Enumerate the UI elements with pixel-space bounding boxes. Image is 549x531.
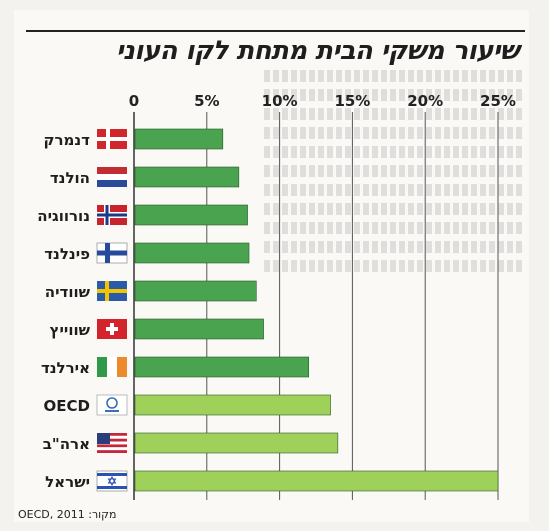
- bar: [134, 242, 250, 264]
- bar: [134, 204, 248, 226]
- category-label: OECD: [44, 397, 90, 415]
- category-label: שוודיה: [45, 283, 91, 301]
- category-label: ארה"ב: [43, 435, 90, 453]
- bar: [134, 166, 240, 188]
- x-tick-label: 15%: [334, 92, 370, 110]
- chart-title: שיעור משקי הבית מתחת לקו העוני: [115, 36, 520, 66]
- category-label: פינלנד: [44, 245, 90, 263]
- x-tick-label: 20%: [407, 92, 443, 110]
- title-rule: [26, 30, 525, 32]
- category-label: נורווגיה: [37, 207, 90, 225]
- bar: [134, 280, 257, 302]
- denmark-flag-icon: [97, 129, 127, 149]
- bar: [134, 356, 310, 378]
- finland-flag-icon: [96, 242, 128, 264]
- x-tick-label: 25%: [480, 92, 516, 110]
- category-label: שווייץ: [50, 321, 91, 339]
- bar: [134, 470, 499, 492]
- switzerland-flag-icon: [97, 319, 127, 339]
- norway-flag-icon: [97, 205, 127, 225]
- category-label: דנמרק: [43, 131, 90, 149]
- usa-flag-icon: [97, 433, 127, 453]
- category-label: הולנד: [50, 169, 90, 187]
- x-tick-label: 10%: [262, 92, 298, 110]
- bar: [134, 394, 331, 416]
- x-tick-label: 5%: [194, 92, 219, 110]
- category-label: ישראל: [45, 473, 90, 491]
- ireland-flag-icon: [97, 357, 127, 377]
- netherlands-flag-icon: [97, 167, 127, 187]
- sweden-flag-icon: [97, 281, 127, 301]
- bleed-through-text: [264, 70, 524, 300]
- bar: [134, 432, 339, 454]
- source-note: מקור: OECD, 2011: [18, 508, 117, 521]
- israel-flag-icon: [96, 470, 128, 492]
- bar: [134, 318, 264, 340]
- oecd-logo-icon: [96, 394, 128, 416]
- bar: [134, 128, 224, 150]
- x-tick-label: 0: [129, 92, 139, 110]
- category-label: אירלנד: [41, 359, 90, 377]
